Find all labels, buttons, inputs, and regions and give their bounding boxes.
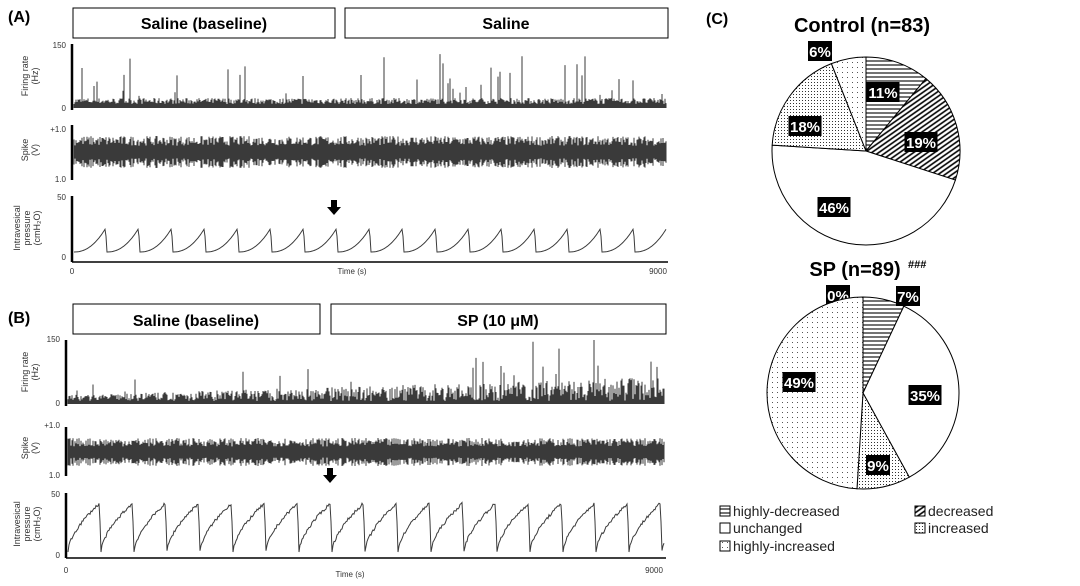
- figure: (A) (B) (C) Saline (baseline) Saline Sal…: [0, 0, 1080, 586]
- pie-title-sp: SP (n=89): [809, 259, 900, 281]
- panel-a-condition-bars: Saline (baseline) Saline: [73, 8, 668, 38]
- legend-item: decreased: [915, 503, 993, 519]
- tick-label: 150: [53, 41, 67, 50]
- slice-label: 11%: [868, 85, 897, 102]
- tick-label: 50: [57, 193, 66, 202]
- ylabel-pressure: Intravesicalpressure(cmH₂O): [12, 501, 42, 547]
- pie-slice-highly-increased: [767, 297, 863, 489]
- legend-label: decreased: [928, 503, 993, 519]
- slice-label: 49%: [784, 375, 814, 392]
- legend-label: unchanged: [733, 520, 802, 536]
- tick-label: 0: [62, 104, 67, 113]
- tick-label: +1.0: [44, 421, 60, 430]
- firing-rate-trace: [74, 54, 666, 108]
- panel-a-label: (A): [8, 9, 30, 26]
- ylabel-spike: Spike(V): [20, 437, 40, 460]
- spike-trace: [68, 438, 664, 466]
- spike-trace: [74, 136, 666, 168]
- trace-area: [66, 44, 668, 558]
- legend-label: highly-increased: [733, 538, 835, 554]
- x-axis-label: Time (s): [337, 267, 366, 276]
- significance-mark: ###: [908, 259, 926, 271]
- stimulus-arrow: [323, 468, 337, 483]
- legend-item: highly-increased: [720, 538, 835, 554]
- x-tick-max: 9000: [645, 566, 663, 575]
- x-tick-min: 0: [70, 267, 75, 276]
- condition-label: Saline: [482, 16, 529, 33]
- legend-item: unchanged: [720, 520, 802, 536]
- slice-label: 19%: [906, 135, 936, 152]
- panel-b-label: (B): [8, 310, 30, 327]
- slice-label: 35%: [910, 388, 940, 405]
- firing-rate-trace: [68, 340, 664, 404]
- ylabel-firing-rate: Firing rate(Hz): [20, 56, 40, 97]
- ylabel-spike: Spike(V): [20, 139, 40, 162]
- condition-label: Saline (baseline): [133, 313, 259, 330]
- ylabel-firing-rate: Firing rate(Hz): [20, 352, 40, 393]
- stimulus-arrow: [327, 200, 341, 215]
- tick-label: 50: [51, 490, 60, 499]
- tick-label: 0: [62, 253, 67, 262]
- slice-label: 7%: [897, 289, 919, 306]
- legend: highly-decreased decreased unchanged inc…: [720, 503, 993, 554]
- tick-label: 150: [47, 335, 61, 344]
- pressure-trace: [68, 503, 664, 553]
- condition-label: Saline (baseline): [141, 16, 267, 33]
- tick-label: +1.0: [50, 125, 66, 134]
- tick-label: 0: [56, 399, 61, 408]
- panel-c-label: (C): [706, 11, 728, 28]
- legend-item: highly-decreased: [720, 503, 840, 519]
- panel-b-condition-bars: Saline (baseline) SP (10 μM): [73, 304, 666, 334]
- pressure-trace: [74, 229, 666, 252]
- x-tick-max: 9000: [649, 267, 667, 276]
- legend-label: increased: [928, 520, 989, 536]
- pie-title-control: Control (n=83): [794, 15, 930, 37]
- ylabel-pressure: Intravesicalpressure(cmH₂O): [12, 205, 42, 251]
- condition-label: SP (10 μM): [457, 313, 539, 330]
- tick-label: 0: [56, 551, 61, 560]
- legend-label: highly-decreased: [733, 503, 840, 519]
- tick-label: 1.0: [49, 471, 61, 480]
- slice-label: 9%: [867, 458, 889, 475]
- x-tick-min: 0: [64, 566, 69, 575]
- legend-item: increased: [915, 520, 989, 536]
- slice-label: 46%: [819, 200, 849, 217]
- tick-label: 1.0: [55, 175, 67, 184]
- slice-label: 18%: [790, 119, 820, 136]
- x-axis-label: Time (s): [335, 570, 364, 579]
- slice-label: 6%: [809, 44, 831, 61]
